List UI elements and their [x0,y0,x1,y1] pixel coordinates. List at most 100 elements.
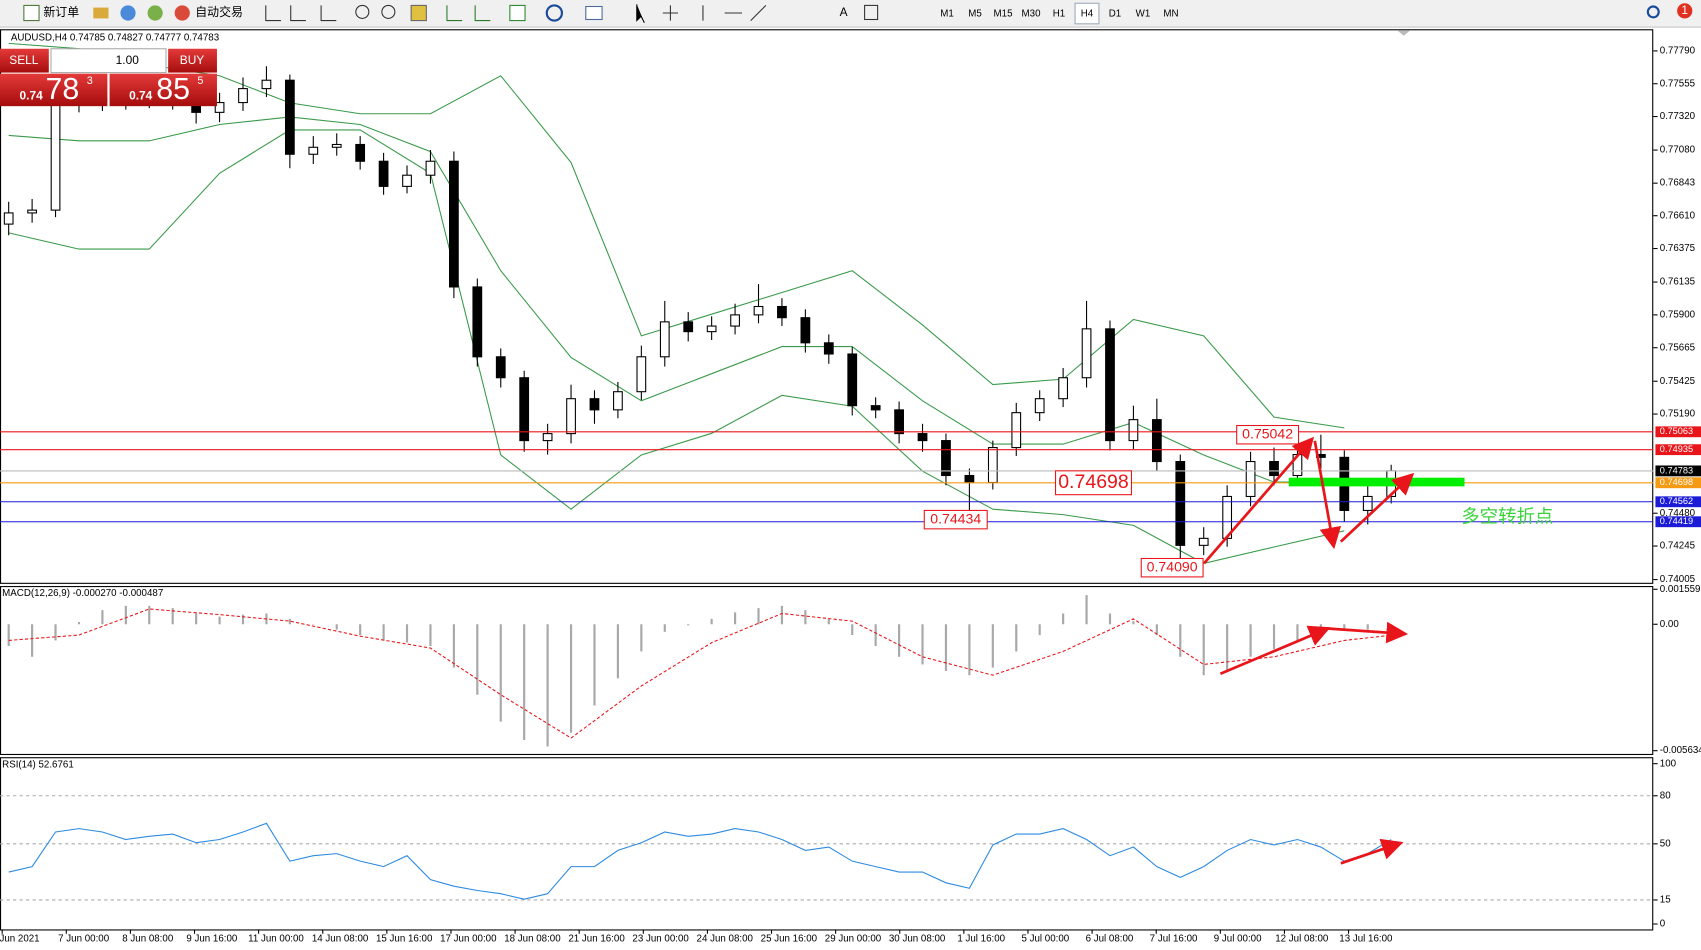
buy-label[interactable]: BUY [180,53,205,67]
candle-body [27,209,37,214]
y-tick-label: 0.75425 [1660,376,1696,387]
icon[interactable] [93,7,109,19]
x-tick-label: 21 Jun 16:00 [568,934,625,945]
sell-price-box[interactable] [0,73,108,107]
candle-body [1245,461,1256,498]
scroll-icons[interactable] [446,5,491,22]
x-tick-label: 18 Jun 08:00 [504,934,561,945]
candle-body [261,79,272,90]
text-tool[interactable]: A [840,5,848,19]
candle-body [659,321,670,358]
arrow [1339,472,1415,543]
y-tick-label: 0.00 [1660,619,1680,630]
buy-price-box[interactable] [109,73,217,107]
trade-panel: SELL 1.00 BUY 0.74 78 3 0.74 85 5 [0,48,217,107]
new-order-button[interactable]: 新订单 [43,5,79,19]
candle-body [917,433,928,442]
candle-body [238,88,248,104]
timeframe[interactable]: D1 [1109,9,1121,20]
arrows [1203,436,1415,865]
timeframe[interactable]: H1 [1053,9,1065,20]
price-annotation: 0.75042 [1242,425,1293,441]
x-tick-label: 7 Jul 16:00 [1150,934,1198,945]
chart-type-icons[interactable] [265,5,337,22]
candle-body [449,160,459,288]
price-annotation: 0.74698 [1058,471,1129,493]
label-tool[interactable] [864,4,879,21]
zoom-in[interactable] [355,4,370,19]
notification-badge[interactable] [1677,3,1693,19]
x-tick-label: 23 Jun 00:00 [632,934,689,945]
candle-body [636,356,647,393]
candle-body [1151,419,1162,463]
candle-body [894,409,904,435]
sell-price-big: 78 [46,73,80,106]
y-tick-label: 0 [1660,919,1666,930]
candle-body [50,102,61,211]
candle-body [495,356,506,379]
rsi-chart: RSI(14) 52.6761 [0,759,1654,901]
price-level-label: 0.74935 [1660,444,1693,454]
y-tick-label: 0.75665 [1660,342,1696,353]
timeframe[interactable]: M1 [940,9,954,20]
candle-body [214,102,225,113]
candle-body [1128,419,1139,442]
price-level-tag [1655,496,1701,508]
y-tick-label: 0.77790 [1660,45,1696,56]
candle-body [870,405,881,411]
timeframe[interactable]: M5 [968,9,982,20]
toolbar-bg [0,0,1701,28]
x-tick-label: 12 Jul 08:00 [1275,934,1329,945]
level-bar [1288,477,1465,487]
indicators-icon[interactable] [509,4,526,22]
price-level-label: 0.74419 [1660,516,1693,526]
icon[interactable] [147,5,163,21]
y-tick-label: -0.005634 [1660,745,1701,756]
timeframes: M1 M5 M15 M30 H1 H4 D1 W1 MN [940,2,1179,25]
cursor-icon[interactable] [636,4,645,23]
lot-input[interactable] [50,48,167,74]
price-chart: 0.75042 0.74698 0.74434 0.74090 [0,42,1654,578]
price-level-tag [1655,426,1701,438]
y-tick-label: 80 [1660,790,1671,801]
y-tick-label: 0.74245 [1660,541,1696,552]
search[interactable] [1646,5,1660,19]
timeframe[interactable]: H4 [1081,9,1094,20]
arrow [1340,838,1404,865]
zoom-out[interactable] [381,4,396,19]
timeframe[interactable]: MN [1163,9,1178,20]
candle-body [566,398,576,435]
tile-icon[interactable] [410,4,427,22]
timeframe[interactable]: W1 [1136,9,1151,20]
auto-trading-icon[interactable] [174,5,190,21]
candle-body [472,286,483,358]
price-level-tag [1655,477,1701,489]
timeframe[interactable]: M15 [994,9,1014,20]
period-icon[interactable] [545,4,564,22]
lot-value[interactable]: 1.00 [116,53,140,67]
candle-body [589,398,600,411]
timeframe[interactable]: M30 [1022,9,1042,20]
x-tick-label: 13 Jul 16:00 [1339,934,1393,945]
template-icon[interactable] [585,5,603,21]
draw-icons[interactable] [662,5,767,21]
sell-button[interactable] [0,48,49,73]
buy-button[interactable] [168,48,217,73]
candle-body [3,212,14,225]
candle-body [355,143,366,162]
icon[interactable] [120,5,136,21]
candle-body [1058,377,1069,400]
price-level-label: 0.74698 [1660,477,1693,487]
price-level-tag [1655,444,1701,456]
chart-header: AUDUSD,H4 0.74785 0.74827 0.74777 0.7478… [11,32,219,43]
sell-label[interactable]: SELL [9,53,39,67]
candle-body [683,321,694,333]
y-tick-label: 0.76610 [1660,210,1696,221]
auto-trading-button[interactable]: 自动交易 [195,5,243,19]
arrow [1203,436,1315,565]
new-order-icon[interactable] [23,4,40,22]
buy-price-prefix: 0.74 [129,89,153,103]
x-tick-label: 6 Jul 08:00 [1086,934,1134,945]
